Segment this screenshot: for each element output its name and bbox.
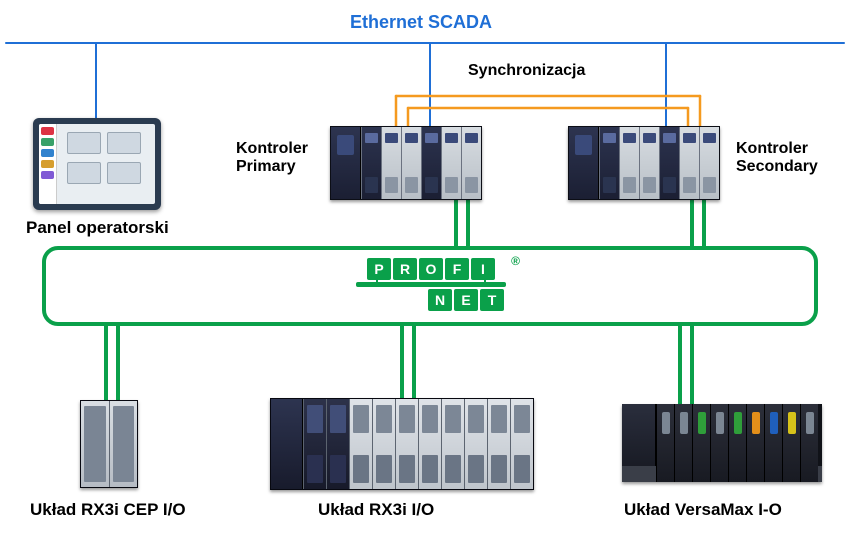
hmi-caption: Panel operatorski [26, 218, 169, 238]
ethernet-title: Ethernet SCADA [350, 12, 492, 33]
io-versamax-caption: Układ VersaMax I-O [624, 500, 782, 520]
sync-label: Synchronizacja [468, 62, 585, 80]
controller-secondary [568, 126, 720, 200]
io-rx3i-rack [270, 398, 534, 490]
io-rx3i-cep [80, 400, 138, 488]
label-line: Kontroler [236, 140, 308, 157]
controller-primary [330, 126, 482, 200]
io-versamax [622, 404, 822, 482]
label-line: Kontroler [736, 140, 808, 157]
operator-panel [33, 118, 161, 210]
io-rx3i-caption: Układ RX3i I/O [318, 500, 434, 520]
controller-primary-label: Kontroler Primary [236, 140, 308, 176]
controller-secondary-label: Kontroler Secondary [736, 140, 818, 176]
io-cep-caption: Układ RX3i CEP I/O [30, 500, 186, 520]
label-line: Primary [236, 158, 296, 175]
profinet-logo: ® PROFI NET [356, 258, 506, 311]
label-line: Secondary [736, 158, 818, 175]
